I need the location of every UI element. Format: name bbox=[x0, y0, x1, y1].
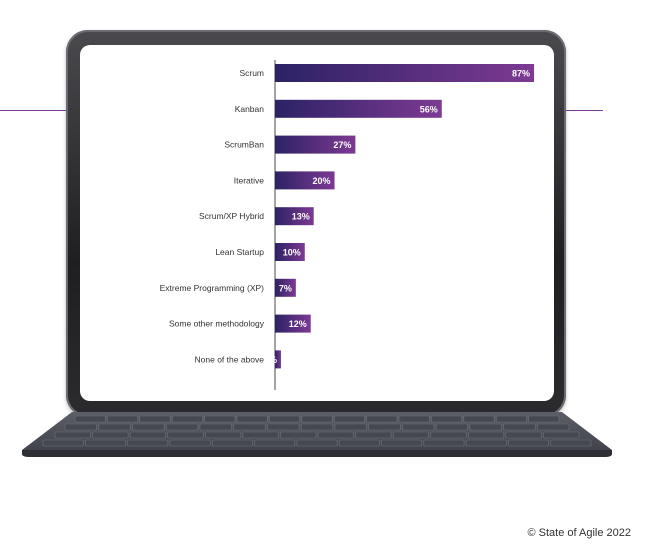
keyboard-key bbox=[463, 415, 495, 423]
keyboard-key bbox=[280, 431, 317, 439]
bar bbox=[275, 243, 305, 261]
keyboard-key bbox=[392, 431, 430, 439]
keyboard-key bbox=[334, 423, 367, 431]
keyboard-key bbox=[211, 439, 253, 447]
bar bbox=[275, 99, 442, 118]
value-label: 27% bbox=[333, 140, 351, 150]
keyboard-key bbox=[508, 439, 549, 447]
category-label: Scrum bbox=[239, 68, 264, 78]
keyboard-key bbox=[267, 423, 300, 431]
keyboard-key bbox=[254, 439, 296, 447]
bar bbox=[275, 278, 296, 297]
value-label: 87% bbox=[512, 69, 530, 79]
value-label: 2% bbox=[264, 355, 277, 365]
keyboard-key bbox=[199, 423, 232, 431]
copyright-text: © State of Agile 2022 bbox=[527, 527, 631, 539]
value-label: 56% bbox=[420, 104, 438, 114]
category-label: Lean Startup bbox=[215, 247, 264, 257]
keyboard-key bbox=[467, 431, 505, 439]
keyboard-key bbox=[398, 415, 430, 423]
keyboard-key bbox=[296, 439, 338, 447]
keyboard-key bbox=[301, 415, 333, 423]
keyboard-key bbox=[465, 439, 507, 447]
keyboard-key bbox=[366, 415, 398, 423]
keyboard-key bbox=[204, 431, 242, 439]
category-label: Some other methodology bbox=[169, 319, 265, 329]
bar-chart: Scrum 87% Kanban 56% ScrumBan 27% Iterative 20%… bbox=[160, 60, 535, 390]
keyboard-key bbox=[536, 423, 570, 431]
keyboard-key bbox=[431, 415, 463, 423]
keyboard-key bbox=[435, 423, 469, 431]
category-label: None of the above bbox=[195, 354, 265, 364]
bar bbox=[275, 171, 335, 190]
keyboard-key bbox=[42, 439, 84, 447]
keyboard-key bbox=[92, 431, 129, 439]
bar bbox=[275, 64, 535, 82]
value-label: 7% bbox=[279, 283, 292, 293]
keyboard-key bbox=[233, 423, 266, 431]
keyboard-key bbox=[269, 415, 301, 423]
keyboard-key bbox=[204, 415, 236, 423]
keyboard-key bbox=[495, 415, 527, 423]
keyboard-key bbox=[423, 439, 465, 447]
value-label: 20% bbox=[313, 176, 331, 186]
keyboard-key bbox=[127, 439, 169, 447]
keyboard-key bbox=[402, 423, 435, 431]
keyboard-key bbox=[368, 423, 401, 431]
category-label: ScrumBan bbox=[224, 140, 264, 150]
keyboard-key bbox=[129, 431, 167, 439]
keyboard-key bbox=[503, 423, 536, 431]
keyboard-key bbox=[139, 415, 171, 423]
keyboard-key bbox=[107, 415, 139, 423]
keyboard-key bbox=[317, 431, 354, 439]
keyboard bbox=[22, 412, 612, 457]
keyboard-key bbox=[74, 415, 106, 423]
accent-line-left bbox=[0, 110, 70, 111]
keyboard-key bbox=[167, 431, 204, 439]
bar bbox=[275, 135, 356, 154]
keyboard-key bbox=[171, 415, 203, 423]
value-label: 13% bbox=[292, 212, 310, 222]
keyboard-key bbox=[300, 423, 334, 431]
keyboard-key bbox=[333, 415, 365, 423]
bar bbox=[275, 314, 311, 333]
keyboard-key bbox=[381, 439, 423, 447]
keyboard-key bbox=[469, 423, 502, 431]
keyboard-key bbox=[355, 431, 392, 439]
keyboard-key bbox=[550, 439, 592, 447]
keyboard-key bbox=[543, 431, 580, 439]
category-label: Kanban bbox=[235, 104, 265, 114]
value-label: 12% bbox=[289, 319, 307, 329]
keyboard-key bbox=[242, 431, 279, 439]
accent-line-right bbox=[560, 110, 603, 111]
keyboard-key bbox=[132, 423, 165, 431]
keyboard-key bbox=[85, 439, 126, 447]
value-label: 10% bbox=[283, 248, 301, 258]
keyboard-key bbox=[236, 415, 268, 423]
keyboard-key bbox=[528, 415, 560, 423]
keyboard-key bbox=[338, 439, 380, 447]
bar bbox=[275, 207, 314, 226]
category-label: Iterative bbox=[234, 175, 265, 185]
keyboard-key bbox=[430, 431, 467, 439]
bar bbox=[275, 350, 281, 369]
category-label: Scrum/XP Hybrid bbox=[199, 211, 264, 221]
keyboard-key bbox=[64, 423, 98, 431]
keyboard-key bbox=[169, 439, 211, 447]
tablet-screen: Scrum 87% Kanban 56% ScrumBan 27% Iterative 20%… bbox=[80, 45, 554, 401]
keyboard-key bbox=[54, 431, 91, 439]
keyboard-key bbox=[165, 423, 199, 431]
keyboard-key bbox=[505, 431, 542, 439]
keyboard-key bbox=[98, 423, 131, 431]
category-label: Extreme Programming (XP) bbox=[160, 283, 265, 293]
